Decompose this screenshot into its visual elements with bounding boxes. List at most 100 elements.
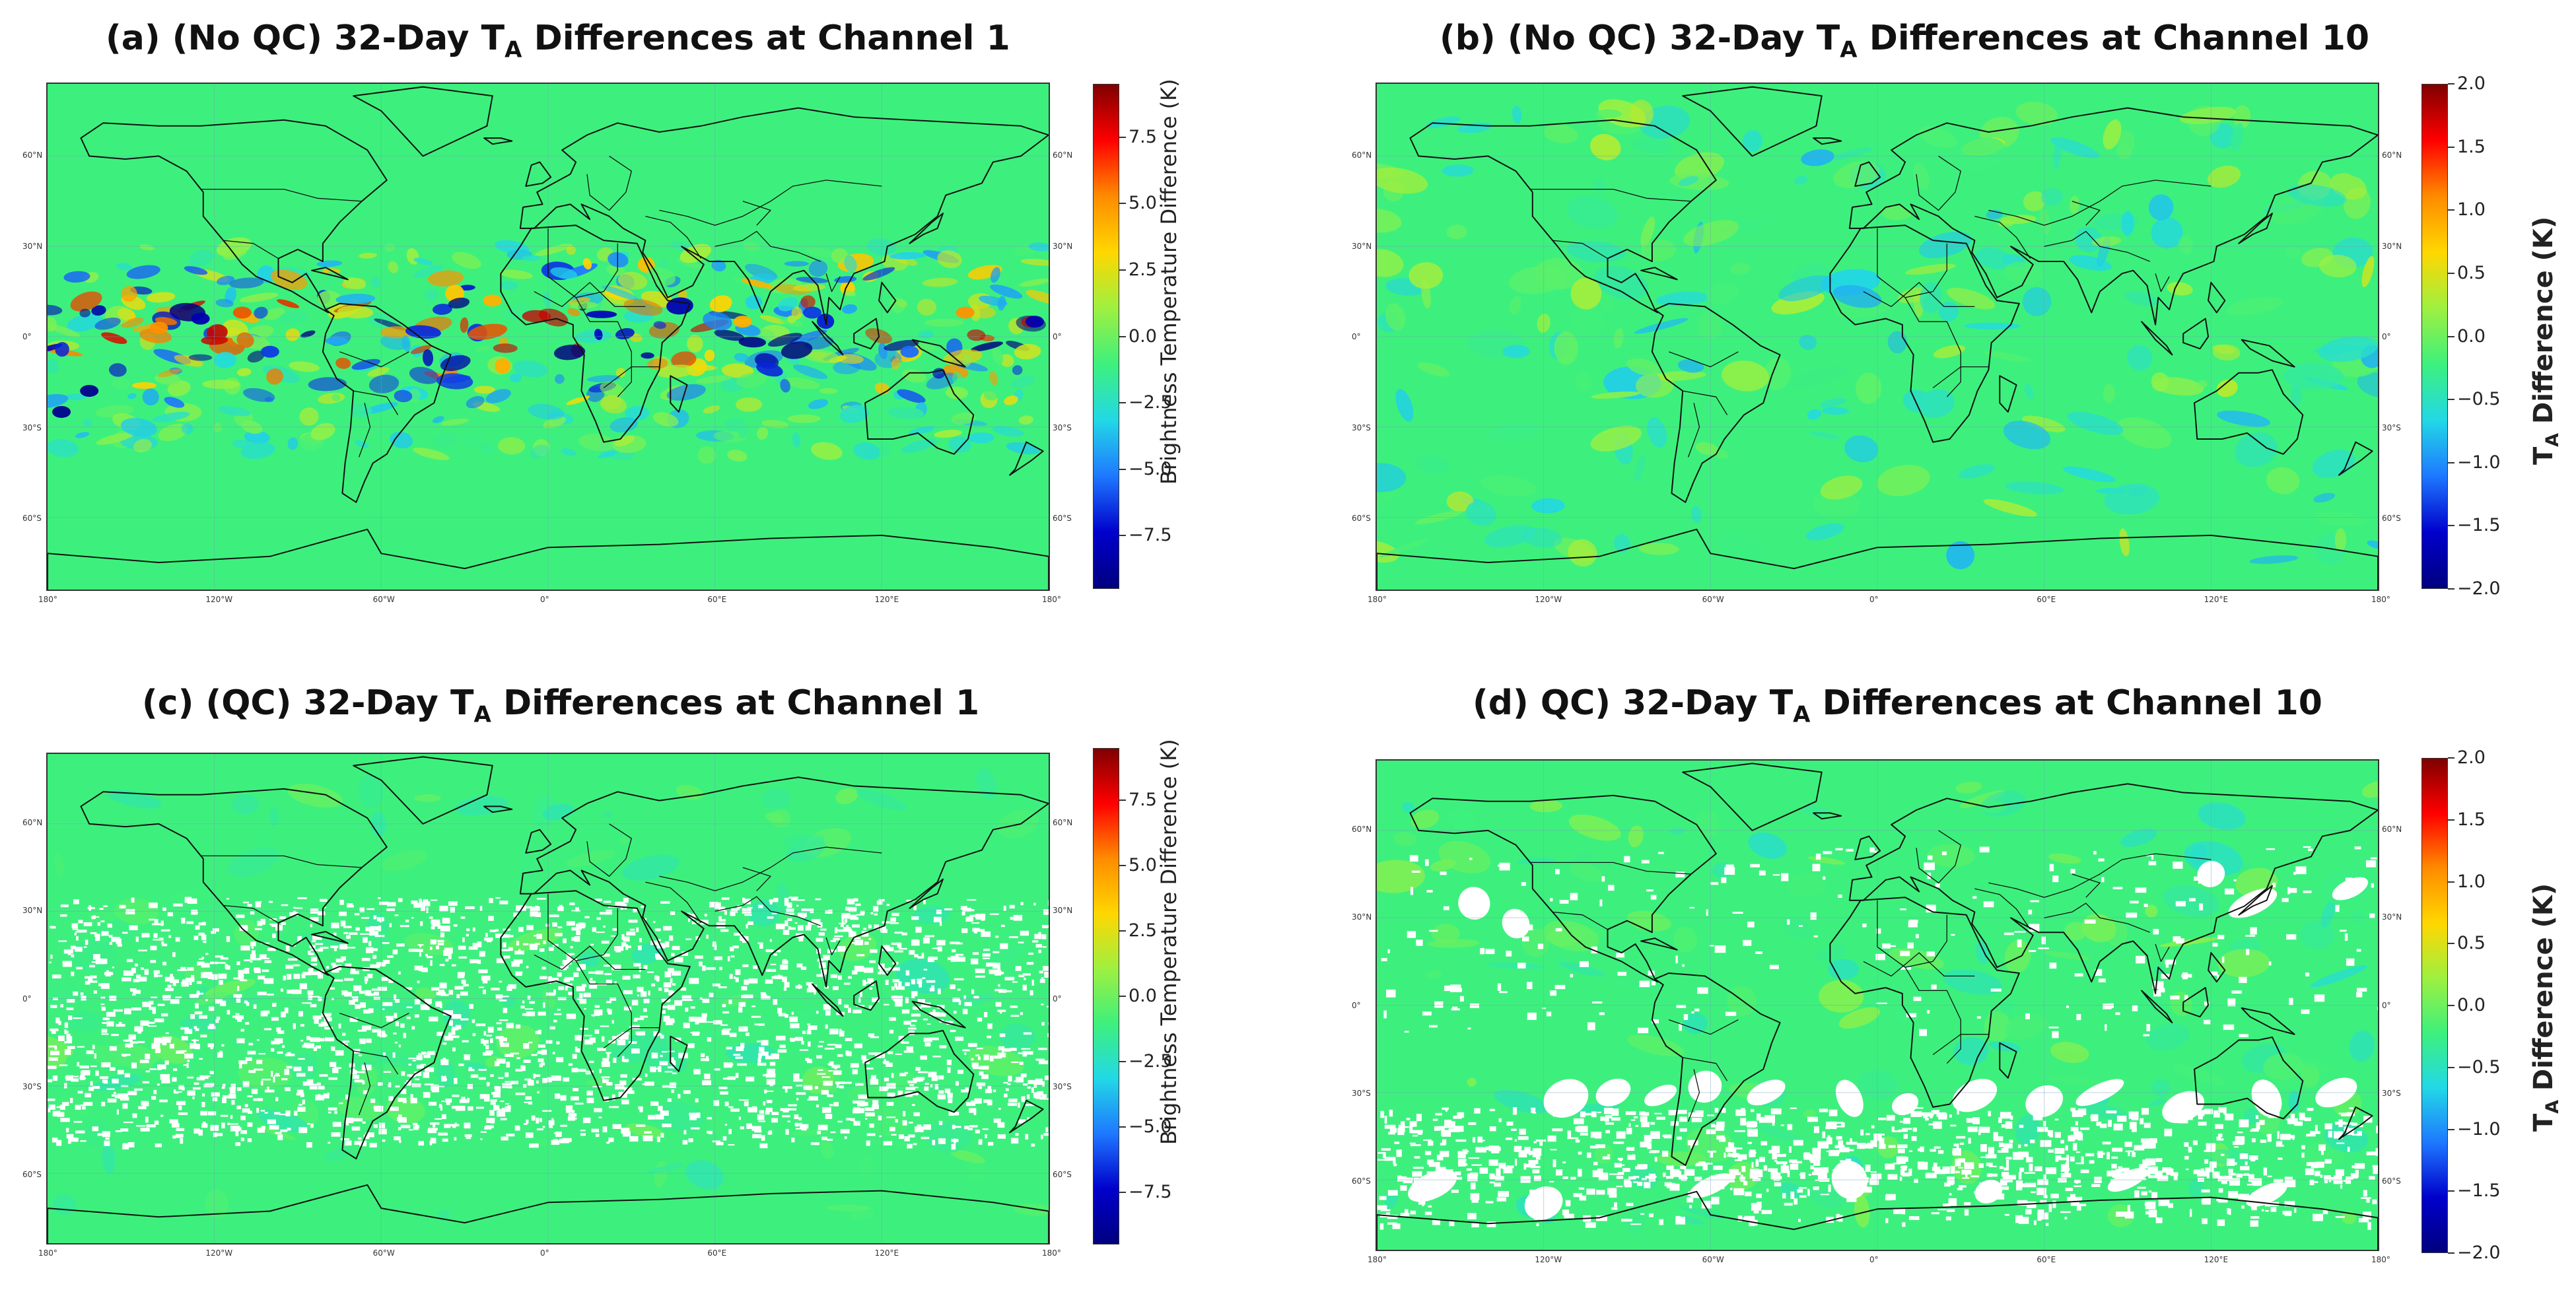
colorbar-tick-label: −1.5 <box>2457 515 2501 536</box>
lat-label: 60°S <box>2382 1176 2401 1186</box>
lat-label: 0° <box>2382 332 2391 341</box>
lat-label: 60°S <box>1352 514 1371 523</box>
colorbar-tick-label: 0.5 <box>2457 262 2486 283</box>
lon-label: 120°W <box>1535 1255 1562 1264</box>
qc-mask <box>1377 846 2378 1230</box>
colorbar-tick-mark <box>1119 203 1126 205</box>
colorbar-tick-label: 0.0 <box>1129 325 1157 347</box>
colorbar-tick-mark <box>2448 881 2454 883</box>
lat-label: 30°S <box>22 423 42 432</box>
lat-label: 30°N <box>2382 241 2402 251</box>
lon-label: 180° <box>2371 595 2390 604</box>
lat-label: 30°S <box>1352 423 1371 432</box>
lat-label: 60°N <box>2382 151 2402 160</box>
panel-a-colorbar-label: Brightness Temperature Difference (K) <box>1156 79 1181 485</box>
colorbar-tick-label: 7.5 <box>1129 790 1157 811</box>
colorbar-tick-mark <box>2448 525 2454 527</box>
lon-label: 180° <box>1368 595 1387 604</box>
panel-b-colorbar <box>2421 84 2448 589</box>
lon-label: 120°E <box>2204 595 2229 604</box>
colorbar-tick-label: 0.0 <box>2457 325 2486 347</box>
lon-label: 120°W <box>205 1248 233 1258</box>
colorbar-tick-mark <box>2448 461 2454 463</box>
colorbar-tick-label: 5.0 <box>1129 193 1157 214</box>
lat-label: 60°S <box>22 514 42 523</box>
colorbar-tick-mark <box>2448 209 2454 211</box>
lat-label: 30°N <box>1352 912 1372 922</box>
lon-label: 120°W <box>1535 595 1562 604</box>
lat-label: 30°S <box>1352 1088 1371 1098</box>
colorbar-tick-mark <box>1119 800 1126 801</box>
colorbar-tick-label: −2.0 <box>2457 578 2501 599</box>
lat-label: 30°S <box>2382 1088 2401 1098</box>
colorbar-tick-mark <box>1119 1060 1126 1062</box>
coastlines <box>1377 763 2378 1250</box>
colorbar-tick-mark <box>1119 136 1126 138</box>
colorbar-tick-mark <box>1119 1191 1126 1193</box>
lon-label: 180° <box>38 1248 57 1258</box>
lat-label: 30°S <box>1053 423 1072 432</box>
lat-label: 60°S <box>22 1169 42 1179</box>
colorbar-tick-mark <box>2448 943 2454 945</box>
lat-label: 0° <box>22 994 32 1004</box>
panel-d-title: (d) QC) 32-Day TA Differences at Channel… <box>1473 683 2322 728</box>
colorbar-tick-mark <box>2448 588 2454 590</box>
lat-label: 60°S <box>1352 1176 1371 1186</box>
lon-label: 180° <box>1042 1248 1061 1258</box>
lat-label: 0° <box>1053 332 1062 341</box>
colorbar-tick-label: 2.5 <box>1129 259 1157 280</box>
lat-label: 60°S <box>1053 1169 1072 1179</box>
lon-label: 60°W <box>372 595 395 604</box>
colorbar-tick-mark <box>2448 272 2454 274</box>
colorbar-tick-mark <box>2448 1252 2454 1254</box>
lat-label: 0° <box>1352 332 1361 341</box>
colorbar-tick-label: −0.5 <box>2457 389 2501 410</box>
colorbar-tick-label: 1.0 <box>2457 199 2486 221</box>
panel-d-colorbar-label: TA Difference (K) <box>2528 883 2563 1132</box>
colorbar-tick-mark <box>1119 269 1126 271</box>
lon-label: 180° <box>2371 1255 2390 1264</box>
panel-c-colorbar <box>1093 748 1119 1244</box>
lat-label: 30°N <box>1053 241 1073 251</box>
lat-label: 30°N <box>22 906 43 916</box>
colorbar-tick-mark <box>2448 399 2454 401</box>
panel-b-title: (b) (No QC) 32-Day TA Differences at Cha… <box>1440 18 2370 63</box>
lat-label: 60°N <box>22 151 43 160</box>
colorbar-tick-mark <box>2448 1066 2454 1068</box>
colorbar-tick-label: 1.5 <box>2457 136 2486 157</box>
lat-label: 30°S <box>2382 423 2401 432</box>
lon-label: 120°E <box>874 595 899 604</box>
lat-label: 60°S <box>1053 514 1072 523</box>
lon-label: 60°E <box>2036 595 2056 604</box>
colorbar-tick-mark <box>1119 335 1126 337</box>
panel-c-map <box>46 753 1050 1244</box>
colorbar-tick-label: 1.0 <box>2457 871 2486 892</box>
coastlines <box>48 86 1049 590</box>
lon-label: 0° <box>540 595 549 604</box>
colorbar-tick-label: −1.0 <box>2457 452 2501 473</box>
anomaly-field <box>1377 99 2378 570</box>
lat-label: 30°S <box>22 1081 42 1091</box>
lat-label: 60°N <box>2382 825 2402 834</box>
lon-label: 0° <box>1869 1255 1879 1264</box>
lat-label: 30°N <box>1053 906 1073 916</box>
colorbar-tick-mark <box>1119 1126 1126 1128</box>
lat-label: 60°N <box>1352 151 1372 160</box>
lon-label: 60°W <box>1702 595 1724 604</box>
anomaly-field <box>48 237 1049 464</box>
lat-label: 0° <box>2382 1000 2391 1010</box>
lon-label: 120°W <box>205 595 233 604</box>
panel-b-map <box>1375 83 2379 591</box>
lat-label: 30°N <box>2382 912 2402 922</box>
coastlines <box>48 756 1049 1243</box>
colorbar-tick-mark <box>1119 930 1126 932</box>
lon-label: 60°W <box>1702 1255 1724 1264</box>
colorbar-tick-label: −2.0 <box>2457 1243 2501 1263</box>
colorbar-tick-label: −7.5 <box>1129 525 1172 546</box>
colorbar-tick-mark <box>2448 757 2454 759</box>
colorbar-tick-label: 2.0 <box>2457 747 2486 768</box>
colorbar-tick-label: 0.0 <box>2457 995 2486 1015</box>
colorbar-tick-label: −2.5 <box>1129 1050 1172 1072</box>
colorbar-tick-mark <box>2448 1005 2454 1006</box>
colorbar-tick-label: 5.0 <box>1129 855 1157 876</box>
